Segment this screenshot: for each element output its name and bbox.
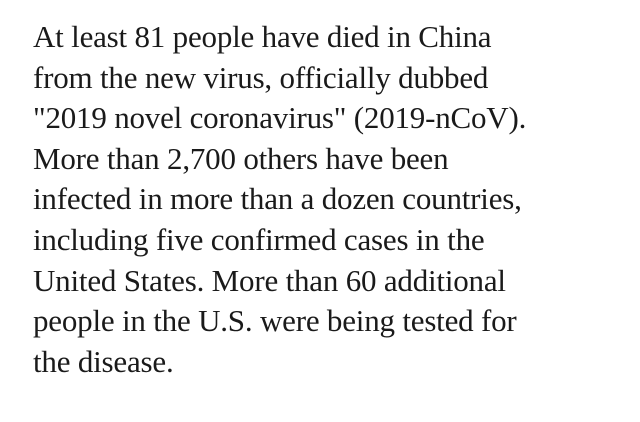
paragraph-line: At least 81 people have died in China — [33, 19, 492, 54]
paragraph-line: from the new virus, officially dubbed — [33, 59, 489, 95]
paragraph-line: infected in more than a dozen countries, — [33, 181, 522, 217]
paragraph-line: "2019 novel coronavirus" (2019-nCoV). — [33, 100, 527, 136]
paragraph-line: More than 2,700 others have been — [33, 140, 449, 176]
article-paragraph: At least 81 people have died in China fr… — [33, 17, 633, 382]
paragraph-line: people in the U.S. were being tested for — [33, 303, 517, 339]
paragraph-line: United States. More than 60 additional — [33, 262, 506, 298]
paragraph-line: including five confirmed cases in the — [33, 221, 485, 257]
paragraph-line: the disease. — [33, 343, 174, 379]
